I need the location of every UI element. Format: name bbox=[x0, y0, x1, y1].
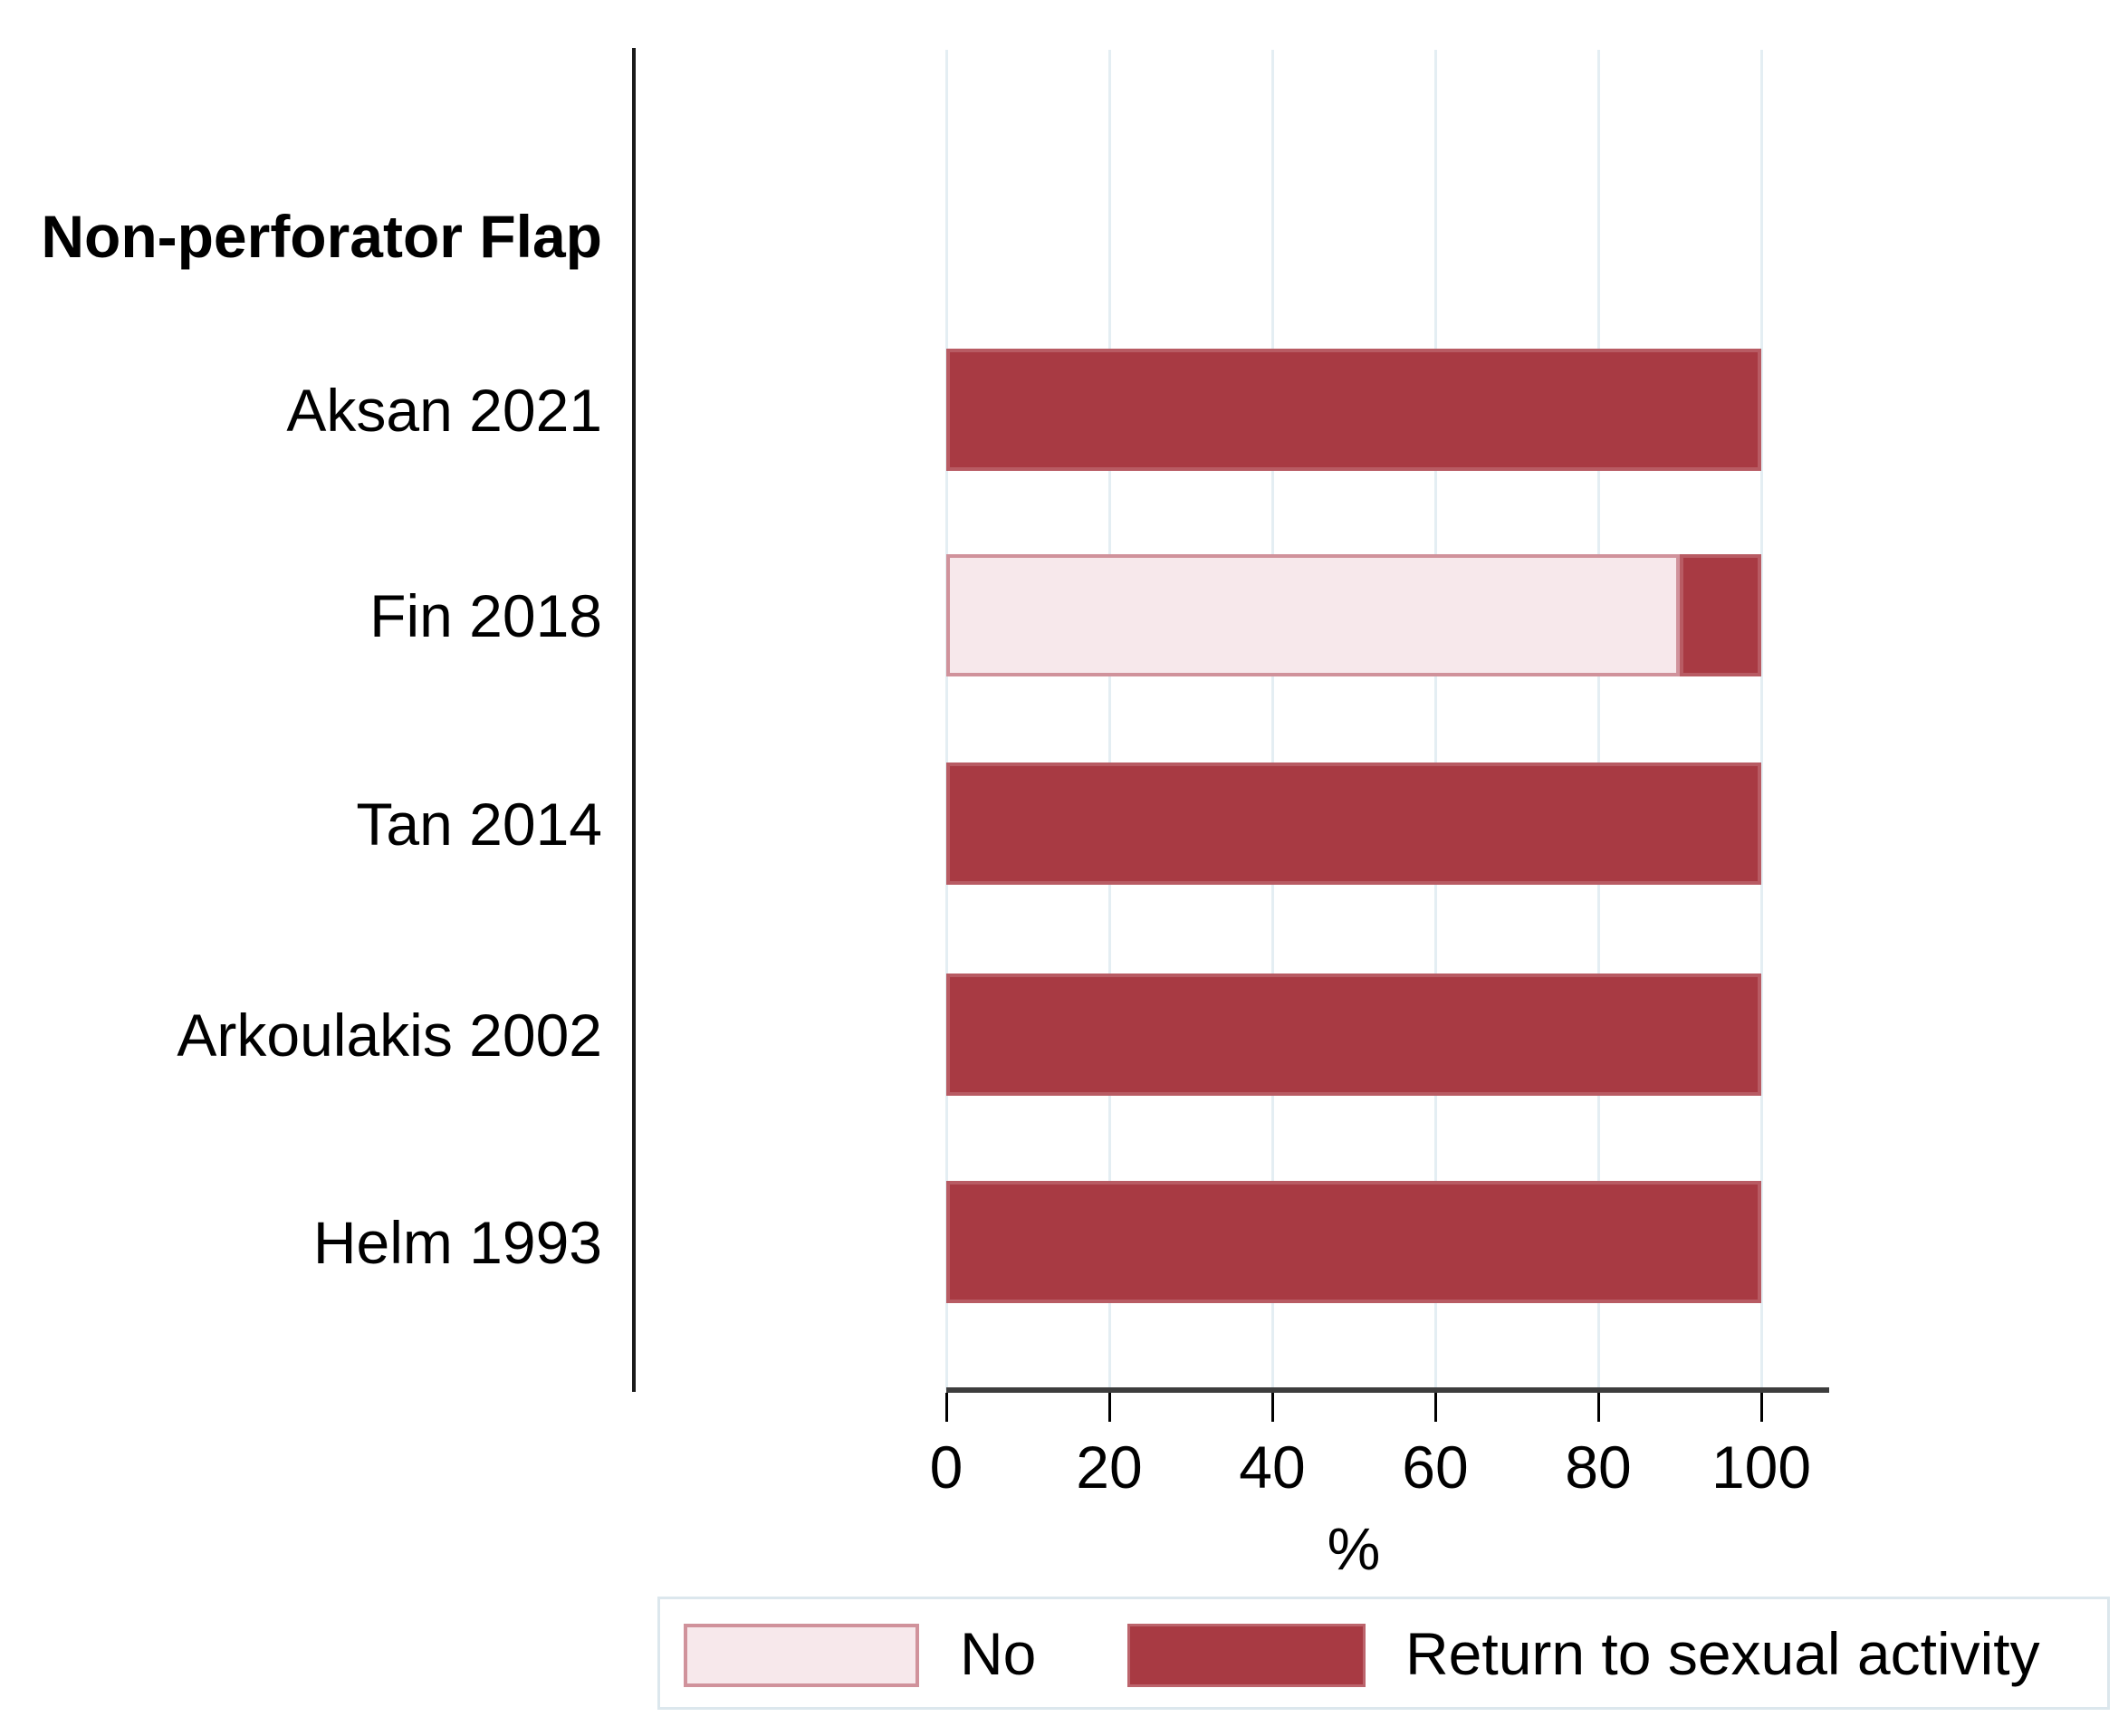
tick-label-0: 0 bbox=[929, 1434, 963, 1501]
tick-mark-20 bbox=[1108, 1393, 1111, 1422]
tick-mark-100 bbox=[1760, 1393, 1763, 1422]
tick-label-100: 100 bbox=[1711, 1434, 1812, 1501]
category-label-2: Fin 2018 bbox=[369, 581, 602, 649]
category-label-4: Arkoulakis 2002 bbox=[177, 1001, 602, 1069]
bar-2 bbox=[946, 554, 1761, 676]
legend-swatch-return bbox=[1127, 1624, 1366, 1687]
tick-mark-40 bbox=[1271, 1393, 1274, 1422]
bar-segment-return bbox=[946, 762, 1761, 885]
gridline-60 bbox=[1434, 50, 1437, 1390]
tick-mark-60 bbox=[1434, 1393, 1437, 1422]
tick-label-60: 60 bbox=[1402, 1434, 1469, 1501]
bar-segment-return bbox=[946, 349, 1761, 471]
gridline-0 bbox=[945, 50, 948, 1390]
group-title: Non-perforator Flap bbox=[41, 202, 602, 270]
x-axis-title: % bbox=[1327, 1515, 1381, 1582]
legend-label-return: Return to sexual activity bbox=[1405, 1619, 2040, 1687]
tick-mark-0 bbox=[945, 1393, 948, 1422]
gridline-40 bbox=[1271, 50, 1274, 1390]
gridline-20 bbox=[1108, 50, 1111, 1390]
legend-swatch-no bbox=[684, 1624, 919, 1687]
legend-label-no: No bbox=[960, 1619, 1037, 1687]
tick-label-80: 80 bbox=[1565, 1434, 1632, 1501]
tick-mark-80 bbox=[1597, 1393, 1600, 1422]
category-label-3: Tan 2014 bbox=[356, 790, 602, 858]
category-axis-line bbox=[632, 48, 636, 1392]
x-axis-line bbox=[946, 1387, 1829, 1393]
tick-label-40: 40 bbox=[1239, 1434, 1306, 1501]
bar-3 bbox=[946, 762, 1761, 885]
category-label-5: Helm 1993 bbox=[312, 1208, 602, 1276]
bar-segment-return bbox=[946, 1181, 1761, 1303]
legend: No Return to sexual activity bbox=[657, 1597, 2110, 1710]
bar-segment-no bbox=[946, 554, 1680, 676]
bar-segment-return bbox=[1680, 554, 1761, 676]
category-label-1: Aksan 2021 bbox=[286, 376, 602, 444]
bar-segment-return bbox=[946, 974, 1761, 1096]
tick-label-20: 20 bbox=[1076, 1434, 1143, 1501]
bar-1 bbox=[946, 349, 1761, 471]
bar-4 bbox=[946, 974, 1761, 1096]
gridline-100 bbox=[1760, 50, 1763, 1390]
gridline-80 bbox=[1597, 50, 1600, 1390]
bar-5 bbox=[946, 1181, 1761, 1303]
